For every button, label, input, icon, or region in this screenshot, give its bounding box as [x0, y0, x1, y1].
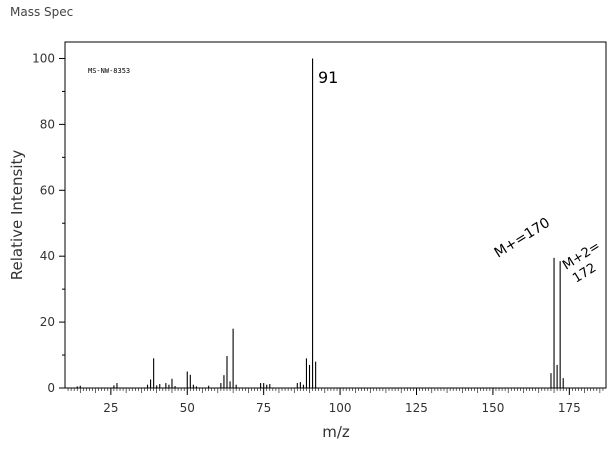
- x-tick-label: 50: [180, 401, 195, 415]
- x-tick-label: 150: [481, 401, 504, 415]
- x-minor-ticks: [67, 388, 604, 393]
- y-tick-label: 80: [40, 117, 55, 131]
- spectrum-id: MS-NW-8353: [88, 67, 130, 75]
- plot-frame: [64, 41, 607, 389]
- x-axis-ticks: 25 50 75 100 125 150 175: [103, 388, 581, 415]
- y-tick-label: 40: [40, 249, 55, 263]
- y-axis-ticks: 0 20 40 60 80 100: [32, 51, 65, 395]
- y-tick-label: 20: [40, 315, 55, 329]
- y-tick-label: 100: [32, 51, 55, 65]
- x-tick-label: 75: [256, 401, 271, 415]
- x-tick-label: 175: [558, 401, 581, 415]
- x-tick-label: 100: [329, 401, 352, 415]
- x-axis-label: m/z: [322, 423, 350, 441]
- y-axis-label: Relative Intensity: [8, 150, 26, 281]
- x-tick-label: 125: [405, 401, 428, 415]
- page-title: Mass Spec: [10, 5, 74, 19]
- annotation-m-plus: M+=170: [492, 215, 553, 262]
- y-tick-label: 0: [47, 381, 55, 395]
- annotation-91: 91: [318, 68, 338, 87]
- y-tick-label: 60: [40, 183, 55, 197]
- x-tick-label: 25: [103, 401, 118, 415]
- peak-bars: [76, 58, 564, 388]
